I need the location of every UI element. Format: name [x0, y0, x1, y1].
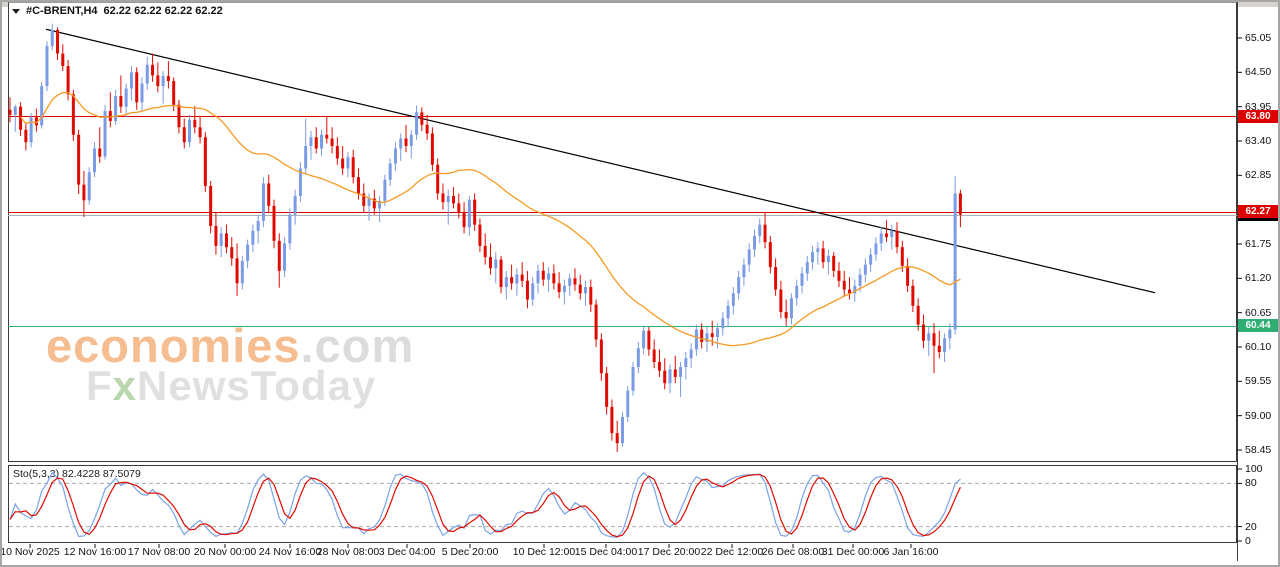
y-axis-label: 62.85	[1245, 169, 1272, 182]
y-axis-label: 60.10	[1245, 341, 1272, 353]
watermark-tagline-f: F	[86, 362, 113, 409]
price-level-badge: 63.80	[1238, 109, 1278, 123]
indicator-scale-label: 80	[1245, 477, 1257, 490]
x-axis-label: 15 Dec 04:00	[574, 546, 638, 558]
price-level-badge: 62.27	[1238, 205, 1278, 219]
x-axis-label: 12 Nov 16:00	[63, 546, 127, 558]
x-axis-label: 22 Dec 12:00	[700, 546, 764, 558]
watermark-brand-name: economies	[46, 319, 301, 372]
y-axis-label: 65.05	[1245, 32, 1272, 44]
watermark: economies.com FxNewsToday	[46, 322, 414, 407]
chart-title: #C-BRENT,H4 62.22 62.22 62.22 62.22	[12, 5, 223, 17]
y-axis-label: 58.45	[1245, 444, 1272, 456]
y-axis-label: 59.00	[1245, 409, 1272, 422]
x-axis-label: 26 Dec 08:00	[761, 546, 825, 558]
price-level-badge: 60.44	[1238, 319, 1278, 333]
watermark-tagline: FxNewsToday	[86, 365, 414, 407]
watermark-tagline-rest: NewsToday	[137, 362, 377, 409]
y-axis-label: 63.40	[1245, 135, 1272, 147]
symbol-dropdown-icon[interactable]	[12, 8, 20, 14]
y-axis-label: 61.20	[1245, 272, 1272, 285]
x-axis-label: 3 Dec 04:00	[378, 546, 436, 558]
x-axis-label: 10 Dec 12:00	[512, 546, 576, 558]
time-axis	[0, 544, 1280, 560]
x-axis-label: 6 Jan 16:00	[883, 546, 939, 558]
x-axis-label: 5 Dec 20:00	[441, 546, 499, 558]
indicator-label: Sto(5,3,3) 82.4228 87.5079	[13, 468, 141, 480]
y-axis-label: 64.50	[1245, 66, 1272, 79]
x-axis-label: 10 Nov 2025	[0, 546, 60, 558]
watermark-tagline-x: x	[112, 362, 138, 409]
x-axis-label: 28 Nov 08:00	[316, 546, 380, 558]
indicator-scale-label: 20	[1245, 520, 1257, 533]
symbol-timeframe-label: #C-BRENT,H4	[26, 5, 98, 17]
watermark-brand-tld: .com	[300, 319, 415, 372]
x-axis-label: 17 Nov 08:00	[127, 546, 191, 558]
y-axis-label: 60.65	[1245, 306, 1272, 319]
y-axis-label: 61.75	[1245, 238, 1272, 250]
y-axis-label: 59.55	[1245, 375, 1272, 388]
indicator-scale-label: 0	[1245, 535, 1251, 547]
indicator-scale-label: 100	[1245, 463, 1263, 475]
quote-values-label: 62.22 62.22 62.22 62.22	[103, 5, 223, 17]
price-chart-panel[interactable]	[8, 2, 1237, 462]
x-axis-label: 20 Nov 00:00	[193, 546, 257, 558]
x-axis-label: 17 Dec 20:00	[637, 546, 701, 558]
x-axis-label: 24 Nov 16:00	[258, 546, 322, 558]
x-axis-label: 31 Dec 00:00	[821, 546, 885, 558]
watermark-brand: economies.com	[46, 322, 414, 369]
